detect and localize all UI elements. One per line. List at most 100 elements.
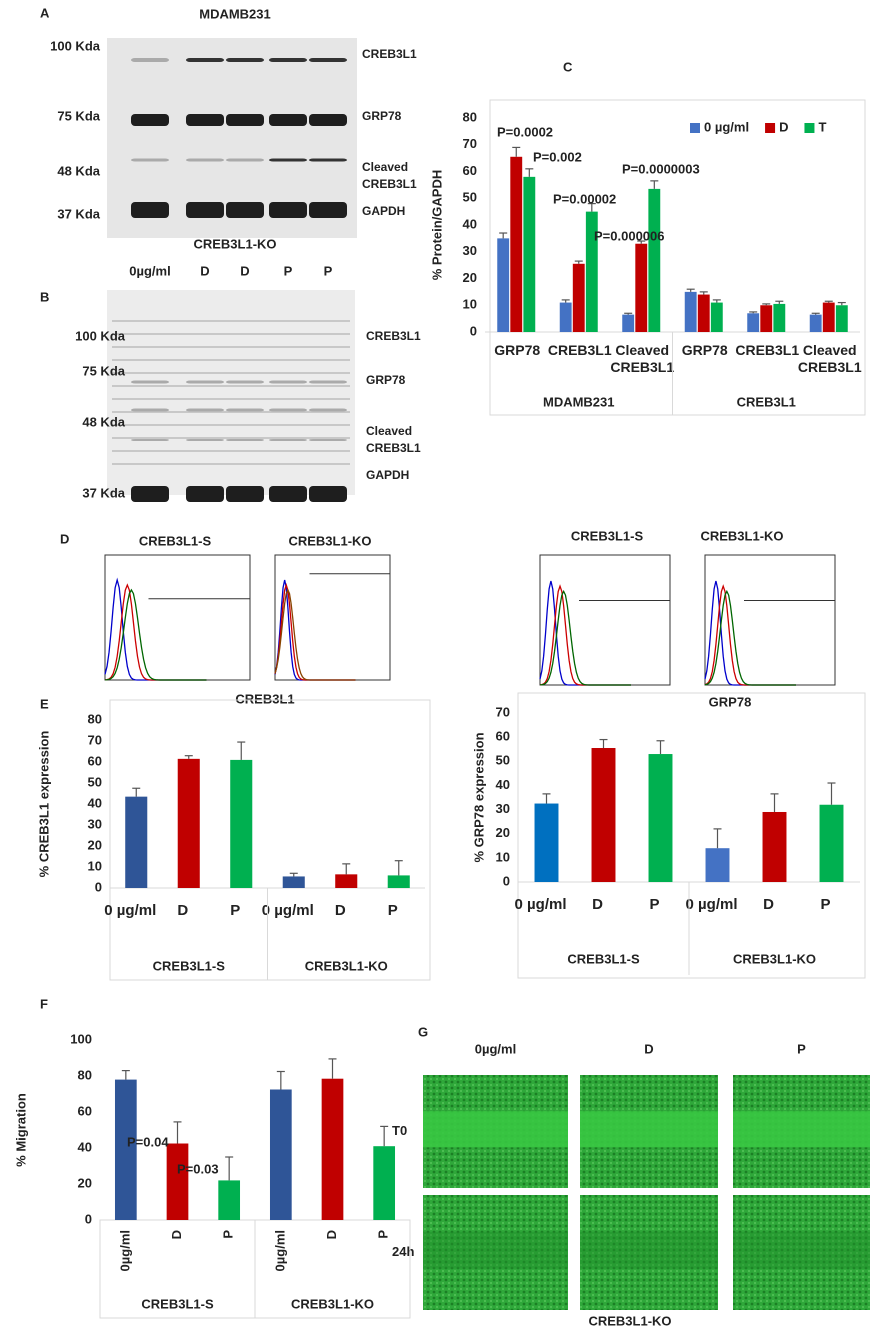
x-tick-label: 0 µg/ml [514, 896, 567, 913]
wound-gap [423, 1231, 568, 1269]
y-tick-label: 60 [496, 729, 510, 744]
bar [591, 748, 616, 882]
blot-band [226, 58, 264, 62]
histogram-curve [104, 588, 207, 681]
blot-band [186, 202, 224, 218]
x-tick-label-box: GRP78 [494, 342, 541, 358]
blot-band [131, 408, 169, 412]
y-tick-label: 50 [496, 753, 510, 768]
blot-band [186, 408, 224, 412]
x-tick-label: Cleaved CREB3L1 [797, 342, 862, 375]
legend-label: 0 µg/ml [704, 119, 749, 134]
band-label: Cleaved CREB3L1 [362, 160, 417, 191]
lane-label: D [200, 263, 209, 278]
background-band [112, 411, 350, 413]
group-label: MDAMB231 [543, 394, 615, 409]
band-label-box: GAPDH [362, 204, 406, 218]
panel-letter: F [40, 996, 48, 1011]
marker-label: 48 Kda [82, 414, 125, 429]
band-label: GAPDH [362, 204, 406, 218]
x-tick-label-box: D [763, 896, 774, 913]
blot-band [309, 114, 347, 126]
x-tick-label: D [324, 1230, 339, 1239]
bar [773, 303, 786, 332]
bar [809, 314, 822, 332]
band-label-box: Cleaved CREB3L1 [366, 424, 421, 455]
band-label-box: CREB3L1 [362, 47, 417, 61]
group-label: CREB3L1-KO [291, 1296, 374, 1311]
marker-label: 100 Kda [75, 328, 126, 343]
x-tick-label: Cleaved CREB3L1 [610, 342, 675, 375]
x-tick-label: 0µg/ml [117, 1230, 132, 1271]
band-label-box: GRP78 [362, 109, 401, 123]
bar [635, 243, 648, 332]
x-tick-label-box: GRP78 [682, 342, 728, 358]
blot-band [131, 114, 169, 126]
blot-band [269, 114, 307, 126]
x-tick-label: D [592, 896, 603, 913]
lane-label: P [284, 263, 293, 278]
panel-letter: C [563, 59, 573, 74]
blot-band [309, 439, 347, 441]
panel-letter: G [418, 1024, 428, 1039]
panel-letter: D [60, 531, 69, 546]
x-tick-label-box: 0 µg/ml [104, 902, 156, 919]
x-tick-label: D [169, 1230, 184, 1239]
blot-band [186, 158, 224, 162]
legend-swatch [804, 123, 815, 133]
histogram-curve [704, 580, 796, 686]
bar [705, 848, 730, 882]
bar [819, 804, 844, 882]
lane-label: D [240, 263, 249, 278]
blot-band [131, 486, 169, 502]
blot-band [269, 380, 307, 384]
background-band [112, 450, 350, 452]
panel-letter: E [40, 696, 49, 711]
background-band [112, 372, 350, 374]
x-tick-label-box: D [177, 902, 189, 919]
x-tick-label-box: P [649, 896, 659, 913]
group-label: CREB3L1-KO [733, 951, 816, 966]
blot-band [309, 380, 347, 384]
wound-column: D [644, 1041, 653, 1056]
blot-band [131, 439, 169, 441]
annotation: P=0.0000003 [622, 161, 700, 176]
group-label: CREB3L1-S [141, 1296, 214, 1311]
y-axis-label: % CREB3L1 expression [36, 731, 51, 878]
histogram-curve [539, 589, 631, 686]
lane-label: 0µg/ml [129, 263, 170, 278]
bar [762, 811, 787, 882]
blot-band [269, 158, 307, 162]
histogram-curve [274, 588, 356, 681]
band-label-box: CREB3L1 [366, 329, 421, 343]
y-tick-label: 70 [463, 136, 477, 151]
bar [269, 1089, 292, 1220]
blot-band [226, 486, 264, 502]
x-tick-label-box: 0 µg/ml [514, 896, 567, 913]
x-tick-label: P [221, 1230, 236, 1239]
blot-band [269, 58, 307, 62]
band-label: GRP78 [366, 373, 406, 387]
bar [510, 156, 523, 332]
y-tick-label: 100 [70, 1031, 92, 1046]
x-tick-label: 0µg/ml [272, 1230, 287, 1271]
band-label: CREB3L1 [362, 47, 417, 61]
blot-band [226, 114, 264, 126]
y-tick-label: 10 [496, 849, 510, 864]
x-tick-label: GRP78 [494, 342, 541, 358]
group-label: CREB3L1 [737, 394, 796, 409]
y-tick-label: 70 [496, 704, 510, 719]
y-tick-label: 0 [503, 873, 510, 888]
bar [114, 1079, 137, 1220]
y-tick-label: 20 [78, 1175, 92, 1190]
legend-label: T [818, 119, 826, 134]
x-tick-label: D [177, 902, 189, 919]
y-tick-label: 40 [78, 1139, 92, 1154]
blot-band [269, 439, 307, 441]
background-band [112, 333, 350, 335]
blot-band [186, 114, 224, 126]
bar [335, 874, 358, 888]
bar [585, 211, 598, 332]
wound-column: 0µg/ml [475, 1041, 516, 1056]
